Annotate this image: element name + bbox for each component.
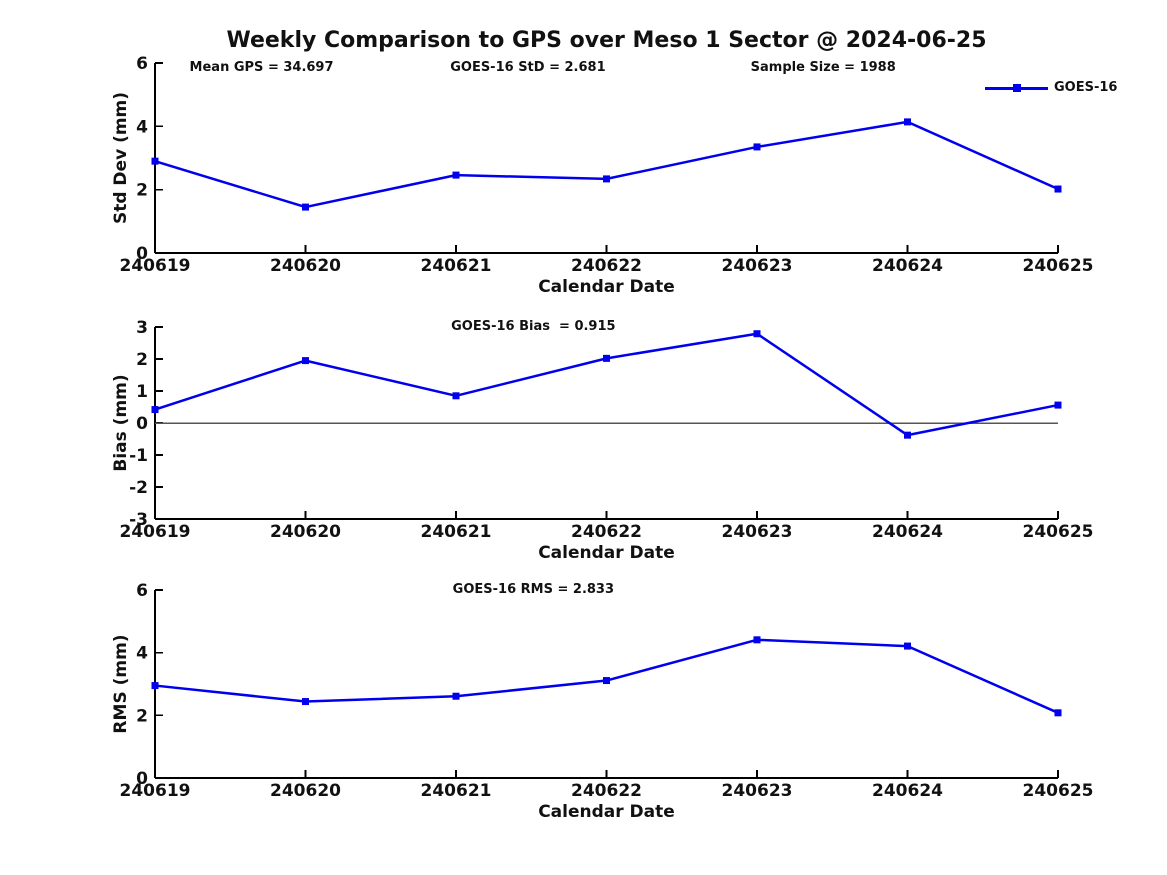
x-tick-label: 240622 [571, 256, 642, 276]
data-point-marker [904, 118, 911, 126]
y-tick-label: 0 [136, 769, 148, 789]
data-point-marker [753, 636, 761, 644]
data-point-marker [904, 431, 911, 439]
x-tick-label: 240620 [270, 522, 341, 542]
data-point-marker [302, 203, 309, 211]
x-axis-label: Calendar Date [538, 802, 675, 822]
x-tick-label: 240623 [722, 522, 793, 542]
y-tick-label: 0 [136, 244, 148, 264]
goes16-line [154, 638, 1059, 714]
annotation-text: GOES-16 StD = 2.681 [450, 60, 605, 75]
x-tick-label: 240620 [270, 781, 341, 801]
x-tick-label: 240625 [1023, 781, 1094, 801]
y-tick-label: 1 [136, 382, 148, 402]
x-tick-label: 240621 [421, 781, 492, 801]
data-point-marker [1054, 185, 1062, 193]
x-tick-label: 240622 [571, 781, 642, 801]
y-tick-label: 6 [136, 54, 148, 74]
x-tick-label: 240621 [421, 256, 492, 276]
goes16-line [154, 332, 1059, 437]
y-tick-label: -2 [129, 478, 148, 498]
x-tick-label: 240624 [872, 256, 943, 276]
x-tick-label: 240623 [722, 256, 793, 276]
x-tick-label: 240623 [722, 781, 793, 801]
x-tick-label: 240625 [1023, 522, 1094, 542]
y-tick-label: -3 [129, 510, 148, 530]
x-tick-label: 240625 [1023, 256, 1094, 276]
data-point-marker [753, 330, 761, 338]
y-tick-label: 4 [136, 117, 148, 137]
annotation-text: Mean GPS = 34.697 [190, 60, 334, 75]
y-tick-label: -1 [129, 446, 148, 466]
x-tick-label: 240620 [270, 256, 341, 276]
y-tick-label: 2 [136, 706, 148, 726]
x-tick-label: 240624 [872, 522, 943, 542]
data-point-marker [151, 157, 159, 165]
goes16-line [154, 120, 1059, 209]
data-point-marker [452, 692, 460, 700]
y-axis-label: Std Dev (mm) [111, 92, 131, 224]
y-axis-label: RMS (mm) [111, 634, 131, 733]
x-axis-label: Calendar Date [538, 543, 675, 563]
x-tick-label: 240619 [120, 522, 191, 542]
legend: GOES-16 [985, 80, 1145, 96]
data-point-marker [603, 677, 610, 685]
y-axis-label: Bias (mm) [111, 374, 131, 471]
data-point-marker [1054, 401, 1062, 409]
data-point-marker [151, 406, 159, 414]
annotation-text: GOES-16 Bias = 0.915 [451, 319, 615, 334]
data-point-marker [452, 171, 460, 179]
data-point-marker [151, 682, 159, 690]
data-point-marker [753, 143, 761, 151]
data-point-marker [302, 357, 309, 365]
data-point-marker [904, 642, 911, 650]
x-tick-label: 240622 [571, 522, 642, 542]
x-tick-label: 240619 [120, 256, 191, 276]
figure-title: Weekly Comparison to GPS over Meso 1 Sec… [226, 28, 987, 53]
y-tick-label: 2 [136, 350, 148, 370]
data-point-marker [603, 175, 610, 183]
y-tick-label: 4 [136, 644, 148, 664]
legend-marker-icon [1013, 84, 1021, 92]
legend-label: GOES-16 [1054, 80, 1118, 95]
y-tick-label: 2 [136, 181, 148, 201]
y-tick-label: 3 [136, 318, 148, 338]
y-tick-label: 0 [136, 414, 148, 434]
data-point-marker [603, 354, 610, 362]
annotation-text: Sample Size = 1988 [751, 60, 896, 75]
x-axis-label: Calendar Date [538, 277, 675, 297]
annotation-text: GOES-16 RMS = 2.833 [453, 582, 614, 597]
data-point-marker [302, 698, 309, 706]
x-tick-label: 240619 [120, 781, 191, 801]
y-tick-label: 6 [136, 581, 148, 601]
data-point-marker [1054, 709, 1062, 717]
x-tick-label: 240621 [421, 522, 492, 542]
x-tick-label: 240624 [872, 781, 943, 801]
data-point-marker [452, 392, 460, 400]
